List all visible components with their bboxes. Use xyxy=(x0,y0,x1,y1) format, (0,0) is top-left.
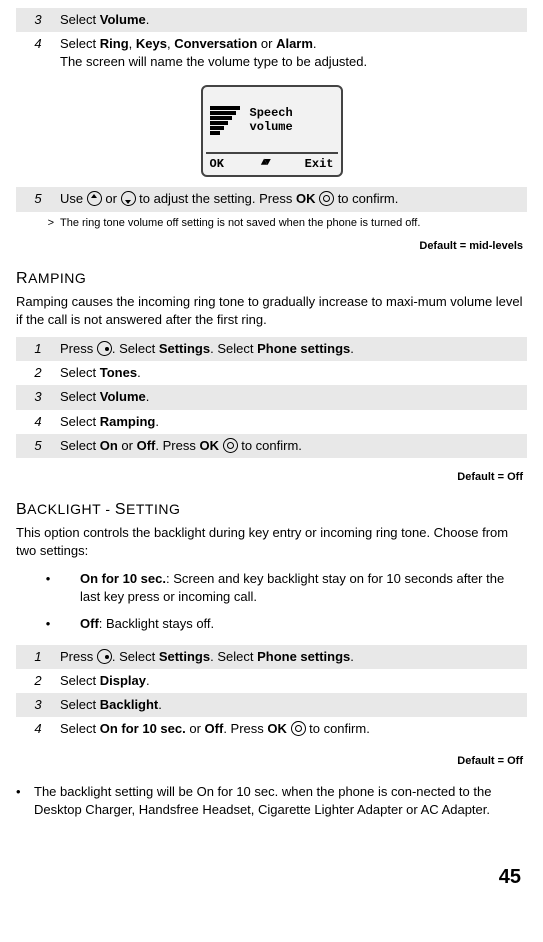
step-text: Select Tones. xyxy=(60,364,527,382)
lcd-softkey-right: Exit xyxy=(305,156,334,173)
step-number: 2 xyxy=(16,672,60,690)
page-number: 45 xyxy=(16,823,527,897)
up-key-icon xyxy=(87,191,102,206)
step-row: 4 Select On for 10 sec. or Off. Press OK… xyxy=(16,717,527,741)
step-number: 4 xyxy=(16,413,60,431)
lcd-screen-illustration: Speech volume OK ▲▼ Exit xyxy=(201,85,343,178)
step-text: Select On for 10 sec. or Off. Press OK t… xyxy=(60,720,527,738)
note-bullet: • The backlight setting will be On for 1… xyxy=(16,779,527,823)
step-text: Press . Select Settings. Select Phone se… xyxy=(60,340,527,358)
step-row: 5 Use or to adjust the setting. Press OK… xyxy=(16,187,527,211)
section-heading-backlight: BACKLIGHT - SETTING xyxy=(16,499,527,521)
step-number: 1 xyxy=(16,340,60,358)
section-heading-ramping: RAMPING xyxy=(16,268,527,290)
step-text: Press . Select Settings. Select Phone se… xyxy=(60,648,527,666)
step-number: 3 xyxy=(16,11,60,29)
manual-page: 3 Select Volume.4 Select Ring, Keys, Con… xyxy=(0,0,543,913)
option-bullet: •Off: Backlight stays off. xyxy=(16,613,527,639)
default-value: Default = Off xyxy=(16,748,527,779)
step-row: 3 Select Volume. xyxy=(16,385,527,409)
step-row: 4 Select Ramping. xyxy=(16,410,527,434)
updown-icon: ▲▼ xyxy=(261,156,268,171)
volume-bars-icon xyxy=(210,106,244,135)
step-text: Select Volume. xyxy=(60,11,527,29)
nav-key-icon xyxy=(319,191,334,206)
option-bullet: •On for 10 sec.: Screen and key backligh… xyxy=(16,568,527,612)
step-row: 4 Select Ring, Keys, Conversation or Ala… xyxy=(16,32,527,74)
step-number: 3 xyxy=(16,388,60,406)
step-number: 4 xyxy=(16,35,60,71)
step-row: 1 Press . Select Settings. Select Phone … xyxy=(16,337,527,361)
step-number: 5 xyxy=(16,437,60,455)
step-number: 5 xyxy=(16,190,60,208)
step-row: 2 Select Display. xyxy=(16,669,527,693)
ramping-description: Ramping causes the incoming ring tone to… xyxy=(16,293,527,329)
step-number: 3 xyxy=(16,696,60,714)
backlight-description: This option controls the backlight durin… xyxy=(16,524,527,560)
lcd-softkey-left: OK xyxy=(210,156,224,173)
step-text: Use or to adjust the setting. Press OK t… xyxy=(60,190,527,208)
step-text: Select Ring, Keys, Conversation or Alarm… xyxy=(60,35,527,71)
step-text: Select On or Off. Press OK to confirm. xyxy=(60,437,527,455)
step-row: 1 Press . Select Settings. Select Phone … xyxy=(16,645,527,669)
step-row: 3 Select Backlight. xyxy=(16,693,527,717)
default-value: Default = mid-levels xyxy=(16,233,527,264)
step-number: 2 xyxy=(16,364,60,382)
default-value: Default = Off xyxy=(16,464,527,495)
step-text: Select Volume. xyxy=(60,388,527,406)
step-row: 5 Select On or Off. Press OK to confirm. xyxy=(16,434,527,458)
lcd-text-line1: Speech xyxy=(250,107,293,120)
footnote: > The ring tone volume off setting is no… xyxy=(16,212,527,233)
step-number: 4 xyxy=(16,720,60,738)
down-key-icon xyxy=(121,191,136,206)
step-text: Select Ramping. xyxy=(60,413,527,431)
step-row: 2 Select Tones. xyxy=(16,361,527,385)
step-text: Select Display. xyxy=(60,672,527,690)
step-number: 1 xyxy=(16,648,60,666)
step-text: Select Backlight. xyxy=(60,696,527,714)
step-row: 3 Select Volume. xyxy=(16,8,527,32)
lcd-text-line2: volume xyxy=(250,121,293,134)
